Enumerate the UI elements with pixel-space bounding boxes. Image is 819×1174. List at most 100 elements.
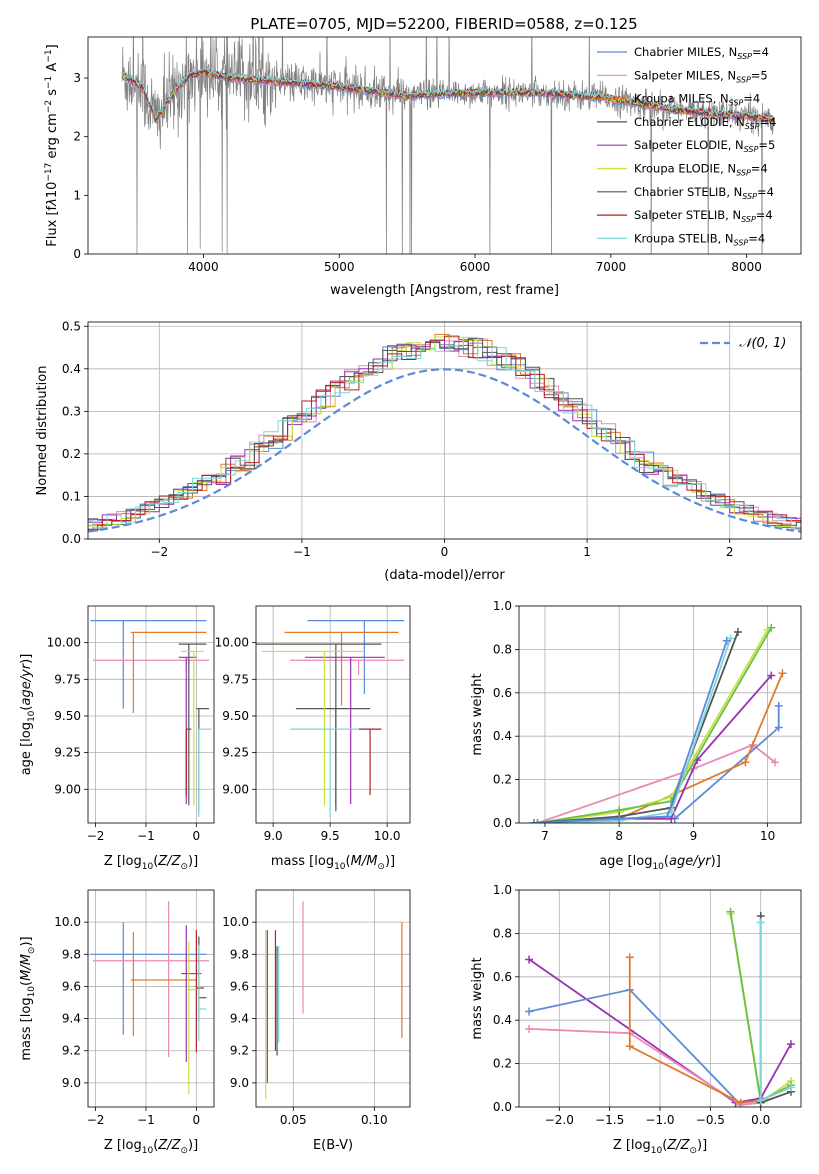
x-axis-label: age [log10(age/yr)]: [599, 854, 721, 872]
weight-marker: [756, 1096, 765, 1105]
weight-marker: [767, 671, 776, 680]
legend-label: Kroupa MILES, NSSP=4: [634, 92, 760, 108]
x-tick-label: 8: [615, 829, 623, 843]
weight-marker: [767, 623, 776, 632]
weight-line: [533, 631, 739, 823]
x-tick-label: −1.5: [595, 1113, 624, 1127]
x-tick-label: −1: [137, 829, 155, 843]
y-tick-label: 0.0: [62, 532, 81, 546]
y-tick-label: 1: [73, 188, 81, 202]
x-tick-label: 0.05: [280, 1113, 307, 1127]
x-axis-label: mass [log10(M/M⊙)]: [271, 854, 395, 872]
error-bars: [90, 620, 212, 818]
y-axis-label: mass weight: [470, 673, 485, 755]
weight-line: [537, 743, 776, 823]
x-tick-label: 0.0: [751, 1113, 770, 1127]
age-vs-mass-panel: 9.0 9.5 10.0 9.00 9.25 9.50 9.75 10.00 mass [log…: [215, 605, 411, 872]
x-tick-label: 9.0: [264, 829, 283, 843]
legend-label: Kroupa ELODIE, NSSP=4: [634, 162, 768, 178]
y-tick-label: 9.8: [62, 947, 81, 961]
x-tick-label: −1: [293, 545, 311, 559]
y-tick-label: 0.2: [493, 773, 512, 787]
y-tick-label: 0.5: [62, 319, 81, 333]
mass-weight-vs-metallicity-panel: −2.0 −1.5 −1.0 −0.5 0.0 0.0 0.2 0.4 0.6 0.8 1.0 Z […: [470, 883, 802, 1156]
legend-label: 𝒩(0, 1): [739, 336, 786, 351]
y-tick-label: 9.4: [62, 1012, 81, 1026]
legend-label: Salpeter MILES, NSSP=5: [634, 68, 768, 84]
weight-marker: [756, 918, 765, 927]
weight-marker: [722, 636, 731, 645]
legend-label: Chabrier MILES, NSSP=4: [634, 45, 769, 61]
histogram-step: [88, 342, 801, 530]
y-tick-label: 0.3: [62, 404, 81, 418]
weight-marker: [529, 819, 538, 823]
y-tick-label: 9.00: [54, 782, 81, 796]
weight-marker: [786, 1083, 795, 1092]
y-tick-label: 10.0: [222, 915, 249, 929]
histogram-step: [88, 336, 801, 530]
weight-lines: [525, 907, 795, 1107]
weight-marker: [771, 758, 780, 767]
y-tick-label: 9.0: [230, 1076, 249, 1090]
legend-label: Chabrier ELODIE, NSSP=4: [634, 115, 776, 131]
x-tick-label: 4000: [188, 260, 219, 274]
x-tick-label: 9: [690, 829, 698, 843]
error-bars: [90, 901, 209, 1095]
weight-marker: [533, 819, 542, 823]
model-spectrum-line: [121, 68, 774, 120]
axes-frame: [87, 36, 802, 255]
age-vs-metallicity-panel: −2 −1 0 9.00 9.25 9.50 9.75 10.00 Z [log10(Z/Z⊙)…: [19, 605, 215, 872]
y-tick-label: 1.0: [493, 883, 512, 897]
x-tick-label: 5000: [324, 260, 355, 274]
histogram-step: [88, 336, 801, 528]
x-tick-label: 0: [193, 1113, 201, 1127]
y-tick-label: 9.25: [54, 746, 81, 760]
y-tick-label: 0.6: [493, 686, 512, 700]
x-tick-label: −1: [137, 1113, 155, 1127]
axes-frame: [518, 889, 802, 1108]
y-tick-label: 9.00: [222, 782, 249, 796]
weight-marker: [733, 628, 742, 637]
x-tick-label: 10.0: [374, 829, 401, 843]
x-tick-label: −2: [150, 545, 168, 559]
y-axis-label: mass [log10(M/M⊙)]: [19, 936, 37, 1060]
axes-frame: [87, 605, 215, 824]
x-tick-label: −0.5: [696, 1113, 725, 1127]
y-tick-label: 9.6: [62, 979, 81, 993]
x-axis-label: (data-model)/error: [384, 568, 505, 583]
y-tick-label: 0.8: [493, 926, 512, 940]
x-axis-label: Z [log10(Z/Z⊙)]: [104, 1138, 198, 1156]
error-bars: [265, 901, 403, 1099]
weight-line: [759, 922, 792, 1102]
weight-marker: [726, 907, 735, 916]
weight-marker: [736, 1098, 745, 1107]
weight-marker: [525, 1007, 534, 1016]
spectrum-lines: [121, 37, 775, 254]
weight-lines: [529, 623, 787, 823]
weight-marker: [625, 1042, 634, 1051]
weight-marker: [525, 955, 534, 964]
x-tick-label: −2: [87, 1113, 105, 1127]
weight-line: [528, 958, 792, 1104]
y-tick-label: 0.8: [493, 642, 512, 656]
y-tick-label: 0.6: [493, 970, 512, 984]
weight-marker: [625, 953, 634, 962]
weight-line: [759, 916, 792, 1104]
axes-frame: [87, 321, 802, 540]
error-bars: [256, 620, 405, 818]
x-tick-label: 6000: [460, 260, 491, 274]
x-tick-label: 0: [441, 545, 449, 559]
axes-frame: [255, 605, 411, 824]
y-tick-label: 0.4: [493, 729, 512, 743]
y-tick-label: 9.75: [222, 672, 249, 686]
weight-marker: [663, 812, 672, 821]
x-tick-label: 0.10: [361, 1113, 388, 1127]
normal-reference-curve: [88, 368, 801, 533]
mass-vs-ebv-panel: 0.05 0.10 9.0 9.2 9.4 9.6 9.8 10.0 E(B-V): [222, 889, 411, 1153]
axes-frame: [518, 605, 802, 824]
y-tick-label: 10.00: [215, 636, 249, 650]
histogram-step: [88, 338, 801, 532]
x-tick-label: 9.5: [321, 829, 340, 843]
x-tick-label: 2: [726, 545, 734, 559]
